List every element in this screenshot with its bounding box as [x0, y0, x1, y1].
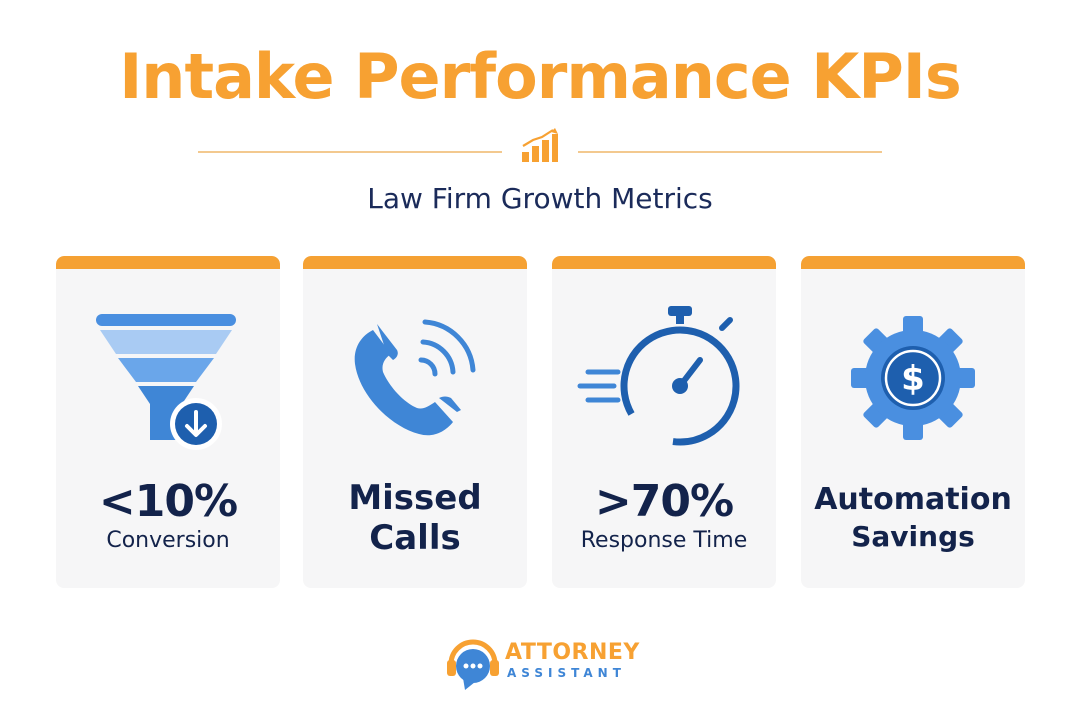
card-accent-bar — [56, 256, 280, 269]
kpi-label: Response Time — [580, 528, 748, 553]
phone-ringing-icon — [354, 319, 476, 436]
gear-dollar-icon: $ — [851, 316, 975, 440]
kpi-title-line2: Savings — [851, 520, 975, 553]
svg-text:$: $ — [901, 359, 925, 399]
kpi-card-conversion: <10% Conversion — [56, 256, 280, 588]
kpi-title-line1: Automation — [814, 482, 1012, 517]
divider-line-right — [578, 151, 882, 153]
kpi-value: >70% — [594, 476, 734, 527]
growth-chart-icon — [522, 128, 558, 162]
page-title: Intake Performance KPIs — [119, 40, 962, 113]
card-accent-bar — [303, 256, 527, 269]
card-accent-bar — [801, 256, 1025, 269]
stopwatch-icon — [577, 306, 740, 446]
title-divider — [198, 126, 882, 166]
kpi-card-automation-savings: $ Automation Savings — [801, 256, 1025, 588]
kpi-card-response-time: >70% Response Time — [552, 256, 776, 588]
headset-chat-icon — [447, 639, 499, 690]
kpi-title-line2: Calls — [369, 518, 461, 558]
page-subtitle: Law Firm Growth Metrics — [367, 182, 713, 215]
funnel-down-icon — [96, 314, 236, 450]
logo-name: ATTORNEY — [505, 640, 640, 665]
kpi-title-line1: Missed — [348, 478, 482, 518]
kpi-card-missed-calls: Missed Calls — [303, 256, 527, 588]
attorney-assistant-logo: ATTORNEY ASSISTANT — [445, 636, 645, 696]
kpi-label: Conversion — [106, 528, 230, 553]
card-accent-bar — [552, 256, 776, 269]
logo-subname: ASSISTANT — [507, 666, 626, 680]
divider-line-left — [198, 151, 502, 153]
kpi-value: <10% — [98, 476, 238, 527]
